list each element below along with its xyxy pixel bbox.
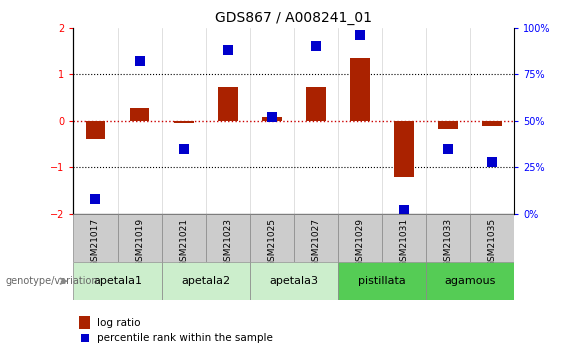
Text: GSM21017: GSM21017 [91,218,100,267]
Text: GSM21033: GSM21033 [444,218,453,267]
Bar [206,214,250,262]
Bar [338,214,382,262]
Text: apetala1: apetala1 [93,276,142,286]
Bar [294,214,338,262]
Bar [382,214,426,262]
Point [179,146,188,151]
Bar [79,316,90,328]
Bar [250,214,294,262]
Bar [306,87,326,121]
Point [223,47,232,53]
Point [80,336,89,341]
Bar [338,262,426,300]
Bar [85,121,106,139]
Text: GSM21021: GSM21021 [179,218,188,267]
Bar [482,121,502,126]
Bar [394,121,414,177]
Bar [438,121,458,129]
Title: GDS867 / A008241_01: GDS867 / A008241_01 [215,11,372,25]
Text: GSM21025: GSM21025 [267,218,276,267]
Point [267,114,276,120]
Point [399,207,408,213]
Point [91,196,100,202]
Point [311,43,320,49]
Point [355,32,364,38]
Text: apetala2: apetala2 [181,276,230,286]
Bar [470,214,514,262]
Point [135,58,144,64]
Text: GSM21029: GSM21029 [355,218,364,267]
Text: GSM21035: GSM21035 [488,218,497,267]
Bar [262,117,282,121]
Bar [426,214,470,262]
Point [488,159,497,165]
Text: agamous: agamous [445,276,496,286]
Bar [218,87,238,121]
Text: GSM21023: GSM21023 [223,218,232,267]
Text: genotype/variation: genotype/variation [6,276,98,286]
Bar [129,108,150,121]
Bar [250,262,338,300]
Text: apetala3: apetala3 [270,276,318,286]
Text: log ratio: log ratio [97,318,140,327]
Bar [173,121,194,123]
Bar [73,214,118,262]
Text: GSM21019: GSM21019 [135,218,144,267]
Text: GSM21031: GSM21031 [399,218,408,267]
Text: pistillata: pistillata [358,276,406,286]
Bar [350,58,370,121]
Text: GSM21027: GSM21027 [311,218,320,267]
Bar [118,214,162,262]
Bar [426,262,514,300]
Bar [162,262,250,300]
Point [444,146,453,151]
Bar [162,214,206,262]
Bar [73,262,162,300]
Text: percentile rank within the sample: percentile rank within the sample [97,334,273,343]
